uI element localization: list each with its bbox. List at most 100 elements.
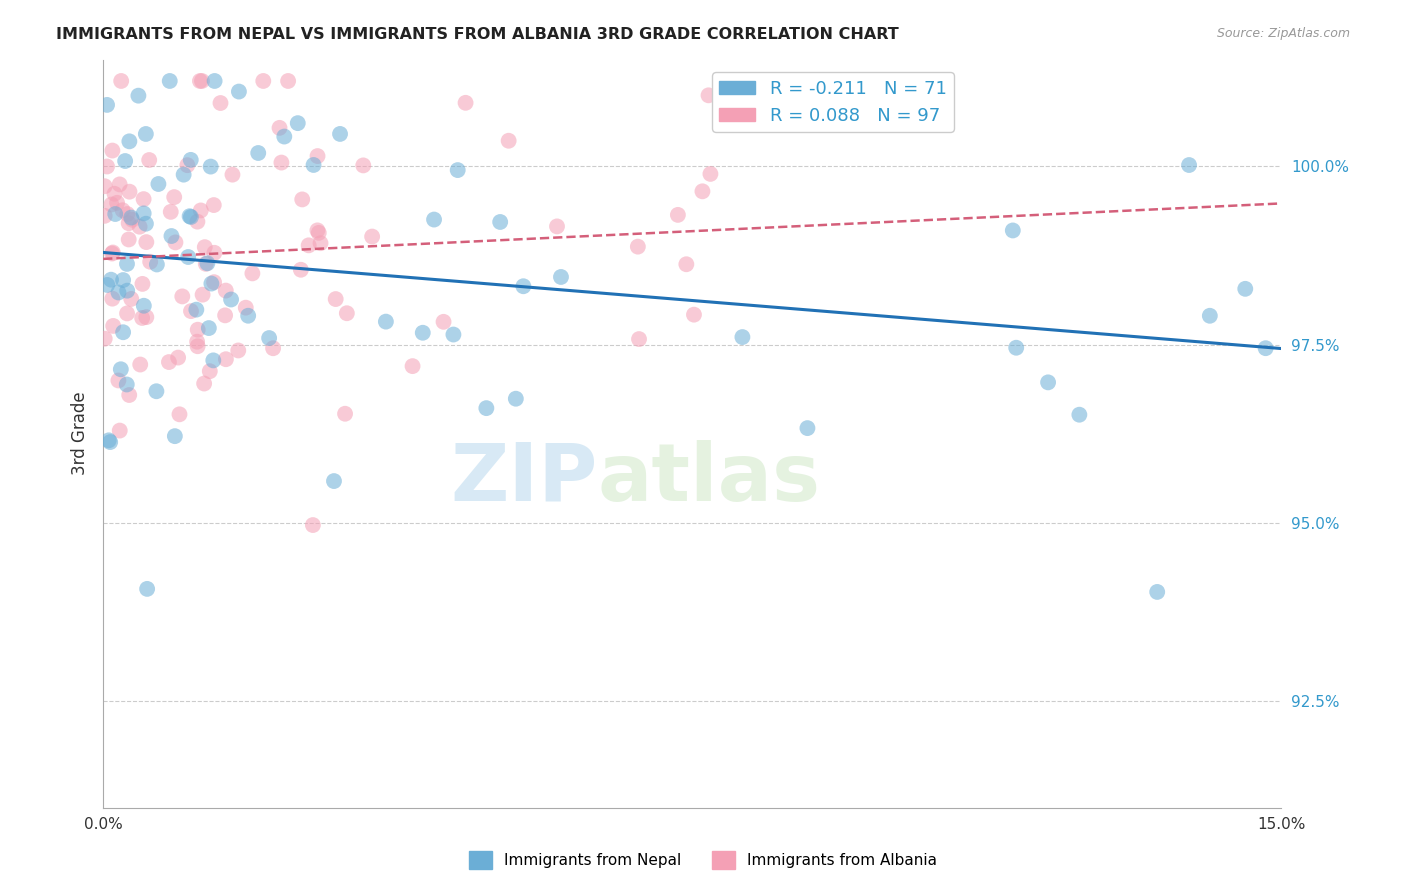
Point	[135, 217, 157, 231]
Point	[202, 198, 225, 212]
Point	[115, 377, 138, 392]
Point	[215, 284, 238, 298]
Point	[423, 212, 446, 227]
Point	[115, 284, 138, 298]
Point	[101, 245, 124, 260]
Point	[235, 301, 257, 315]
Point	[291, 193, 314, 207]
Point	[262, 341, 284, 355]
Point	[103, 186, 125, 201]
Point	[273, 129, 295, 144]
Point	[167, 351, 190, 365]
Point	[176, 158, 198, 172]
Point	[100, 273, 122, 287]
Point	[257, 331, 280, 345]
Point	[329, 127, 352, 141]
Point	[323, 474, 346, 488]
Point	[302, 518, 325, 533]
Point	[242, 266, 264, 280]
Point	[97, 434, 120, 448]
Point	[187, 339, 209, 353]
Point	[198, 321, 221, 335]
Legend: Immigrants from Nepal, Immigrants from Albania: Immigrants from Nepal, Immigrants from A…	[463, 845, 943, 875]
Point	[101, 246, 124, 260]
Point	[186, 302, 208, 317]
Point	[108, 178, 131, 192]
Point	[675, 257, 697, 271]
Point	[1005, 341, 1028, 355]
Point	[475, 401, 498, 416]
Point	[333, 407, 356, 421]
Point	[194, 240, 217, 254]
Text: IMMIGRANTS FROM NEPAL VS IMMIGRANTS FROM ALBANIA 3RD GRADE CORRELATION CHART: IMMIGRANTS FROM NEPAL VS IMMIGRANTS FROM…	[56, 27, 898, 42]
Point	[191, 287, 214, 301]
Point	[131, 310, 153, 325]
Point	[118, 185, 141, 199]
Point	[352, 158, 374, 172]
Point	[336, 306, 359, 320]
Point	[129, 358, 152, 372]
Point	[1146, 585, 1168, 599]
Point	[699, 167, 721, 181]
Point	[128, 219, 150, 234]
Point	[188, 74, 211, 88]
Point	[115, 306, 138, 320]
Point	[692, 184, 714, 198]
Point	[512, 279, 534, 293]
Point	[165, 235, 187, 250]
Point	[180, 153, 202, 167]
Point	[228, 85, 250, 99]
Point	[307, 223, 329, 237]
Point	[132, 299, 155, 313]
Point	[401, 359, 423, 373]
Point	[179, 209, 201, 223]
Point	[172, 289, 194, 303]
Point	[117, 207, 139, 221]
Point	[193, 376, 215, 391]
Point	[107, 285, 129, 300]
Point	[270, 155, 292, 169]
Point	[505, 392, 527, 406]
Point	[93, 209, 115, 223]
Point	[432, 315, 454, 329]
Point	[187, 323, 209, 337]
Point	[118, 232, 141, 246]
Point	[98, 435, 121, 450]
Point	[186, 334, 208, 349]
Point	[120, 211, 142, 225]
Point	[226, 343, 249, 358]
Point	[247, 146, 270, 161]
Point	[1036, 376, 1059, 390]
Point	[127, 88, 149, 103]
Text: ZIP: ZIP	[451, 440, 598, 517]
Point	[325, 292, 347, 306]
Point	[163, 429, 186, 443]
Point	[121, 212, 143, 227]
Point	[287, 116, 309, 130]
Point	[238, 309, 260, 323]
Point	[441, 327, 464, 342]
Point	[118, 216, 141, 230]
Point	[277, 74, 299, 88]
Point	[546, 219, 568, 234]
Point	[108, 424, 131, 438]
Point	[163, 190, 186, 204]
Point	[136, 582, 159, 596]
Point	[194, 257, 217, 271]
Point	[104, 207, 127, 221]
Point	[191, 74, 214, 88]
Point	[489, 215, 512, 229]
Point	[550, 270, 572, 285]
Point	[204, 74, 226, 88]
Point	[157, 355, 180, 369]
Point	[683, 308, 706, 322]
Point	[101, 292, 124, 306]
Point	[298, 238, 321, 252]
Point	[135, 127, 157, 141]
Point	[120, 292, 142, 306]
Point	[131, 277, 153, 291]
Point	[252, 74, 274, 88]
Point	[173, 168, 195, 182]
Point	[374, 315, 396, 329]
Point	[103, 318, 125, 333]
